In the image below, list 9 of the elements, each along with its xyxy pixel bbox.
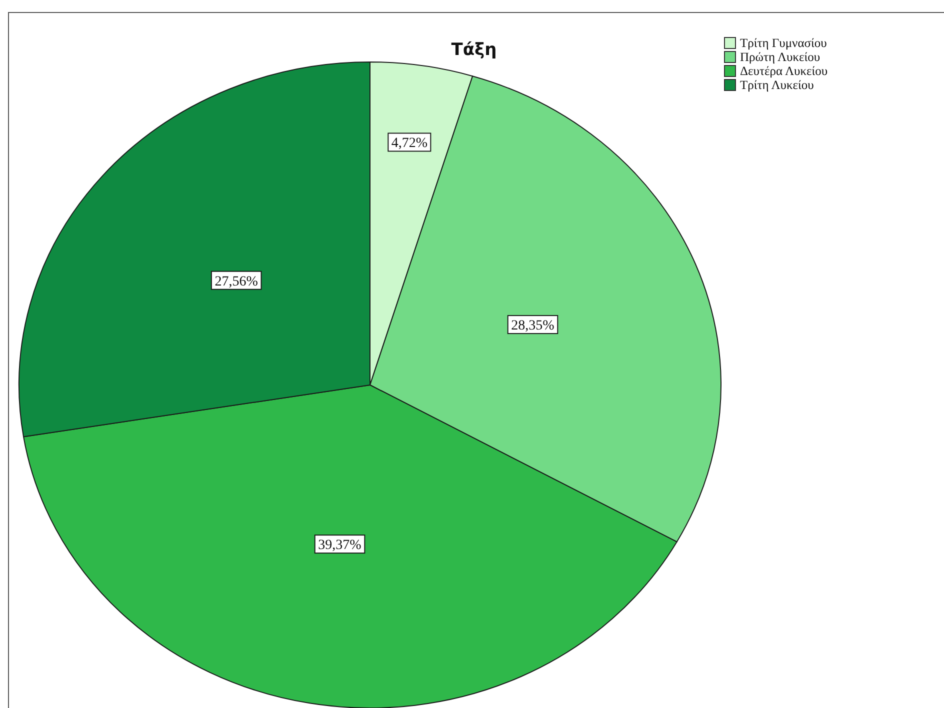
data-label: 27,56%: [214, 274, 258, 290]
data-label: 28,35%: [511, 318, 555, 334]
chart-title: Τάξη: [451, 40, 497, 60]
data-label: 39,37%: [318, 538, 362, 554]
legend-label: Τρίτη Λυκείου: [740, 78, 814, 92]
data-label: 4,72%: [391, 136, 428, 152]
legend-label: Τρίτη Γυμνασίου: [740, 36, 827, 50]
legend-label: Πρώτη Λυκείου: [740, 50, 820, 64]
legend-label: Δευτέρα Λυκείου: [740, 64, 828, 78]
